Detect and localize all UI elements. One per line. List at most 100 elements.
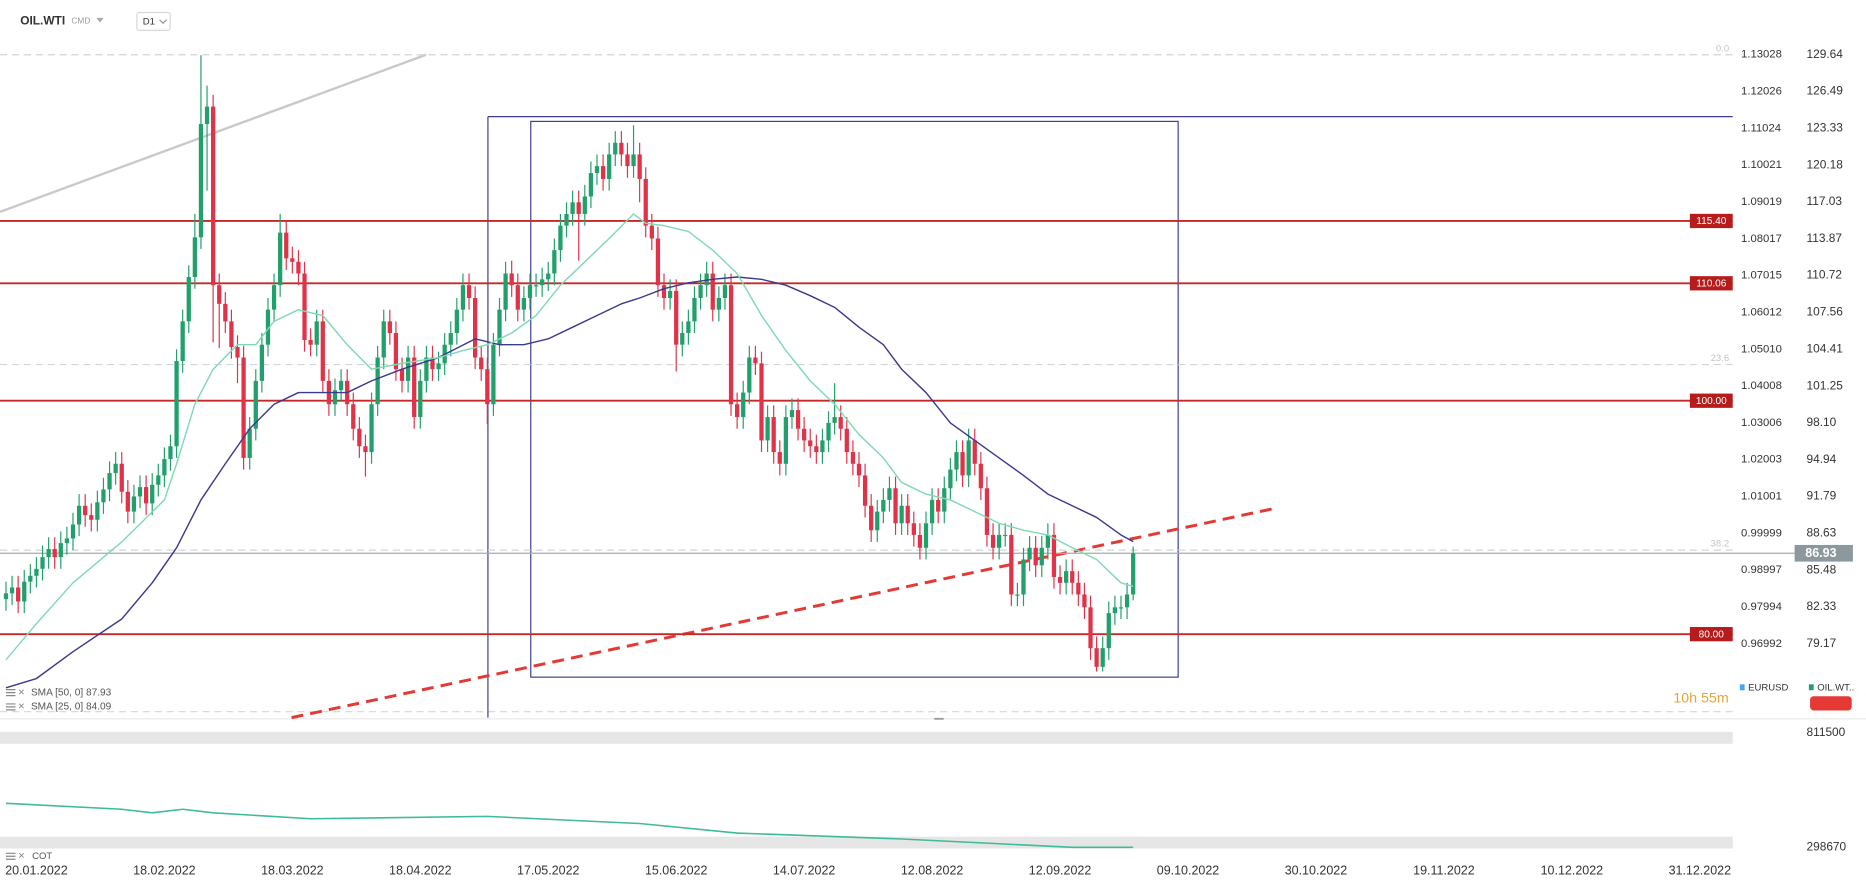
candle-body <box>479 357 484 370</box>
candle-body <box>448 333 453 345</box>
candle-body <box>46 548 51 558</box>
symbol-dropdown[interactable] <box>96 17 104 23</box>
level-label: 80.00 <box>1699 629 1725 640</box>
candle-body <box>430 357 435 370</box>
last-price-label: 86.93 <box>1805 546 1836 560</box>
candle-body <box>667 291 673 299</box>
candle-body <box>533 285 539 287</box>
level-label: 115.40 <box>1696 216 1727 227</box>
y2-tick-label: 0.98997 <box>1741 564 1782 576</box>
candle-body <box>771 417 776 453</box>
legend-icon[interactable] <box>5 703 16 711</box>
candle-body <box>1118 607 1124 609</box>
candle-body <box>856 463 862 476</box>
candle-body <box>607 154 612 179</box>
support-trendline[interactable] <box>291 506 1277 720</box>
y-tick-label: 79.17 <box>1806 636 1836 650</box>
candle-body <box>1070 571 1075 583</box>
y2-tick-label: 0.97994 <box>1741 601 1782 613</box>
candle-body <box>722 285 728 299</box>
x-tick-label: 12.08.2022 <box>901 863 964 877</box>
candle-body <box>229 321 234 348</box>
y-tick-label: 107.56 <box>1806 305 1843 319</box>
candle-body <box>588 173 594 197</box>
candle-body <box>832 417 837 423</box>
candle-body <box>808 440 813 447</box>
candle-body <box>1021 559 1026 595</box>
candle-body <box>893 488 898 524</box>
level-label-box <box>1689 393 1733 408</box>
candle-body <box>28 575 33 582</box>
candle-body <box>1112 607 1118 614</box>
legend-label: SMA [50, 0] 87.93 <box>31 687 112 698</box>
candle-body <box>698 285 703 299</box>
compare-label[interactable]: OIL.WT.. <box>1817 682 1854 693</box>
candle-body <box>1094 648 1099 667</box>
candle-body <box>844 428 849 453</box>
y2-tick-label: 1.08017 <box>1741 233 1782 245</box>
cot-remove[interactable]: ✕ <box>18 850 25 860</box>
candle-body <box>95 502 100 520</box>
y-tick-label: 298670 <box>1806 839 1846 853</box>
candle-body <box>198 124 204 238</box>
candle-body <box>728 285 734 405</box>
candle-body <box>765 417 770 441</box>
candle-body <box>485 369 490 405</box>
compare-label[interactable]: EURUSD <box>1748 682 1788 693</box>
y-tick-label: 85.48 <box>1806 562 1836 576</box>
legend-icon[interactable] <box>5 689 16 697</box>
candle-body <box>1057 576 1063 583</box>
candle-body <box>960 452 965 476</box>
candle-body <box>637 154 642 179</box>
candle-body <box>929 499 935 524</box>
candle-body <box>16 587 21 602</box>
candle-body <box>1027 547 1032 560</box>
candle-body <box>22 581 27 602</box>
y-tick-label: 117.03 <box>1806 194 1842 208</box>
y-tick-label: 98.10 <box>1806 415 1836 429</box>
x-tick-label: 31.12.2022 <box>1669 863 1732 877</box>
candle-body <box>850 452 856 464</box>
candle-body <box>515 285 520 310</box>
range-box[interactable] <box>530 120 1179 678</box>
x-tick-label: 30.10.2022 <box>1285 863 1348 877</box>
candle-body <box>802 428 807 441</box>
level-label-box <box>1689 276 1733 291</box>
candle-body <box>540 279 545 286</box>
candle-body <box>76 505 82 525</box>
candle-body <box>1088 607 1093 649</box>
compare-toggle[interactable] <box>1810 696 1852 711</box>
candle-body <box>253 380 258 429</box>
interval-box[interactable] <box>136 11 171 31</box>
candle-body <box>1003 534 1008 537</box>
level-label-box <box>1689 627 1733 642</box>
y-tick-label: 811500 <box>1806 725 1845 739</box>
candle-body <box>734 404 740 418</box>
legend-label: SMA [25, 0] 84.09 <box>31 702 112 713</box>
symbol[interactable]: OIL.WTI <box>20 14 65 28</box>
sma-line <box>5 213 1134 661</box>
candle-body <box>826 422 831 441</box>
y2-tick-label: 1.03006 <box>1741 417 1782 429</box>
legend-remove[interactable]: ✕ <box>18 687 25 697</box>
candle-body <box>265 309 271 345</box>
x-tick-label: 18.02.2022 <box>133 863 196 877</box>
candle-body <box>576 202 581 214</box>
interval[interactable]: D1 <box>143 17 155 28</box>
candle-body <box>753 357 758 364</box>
candle-body <box>472 298 478 358</box>
y2-tick-label: 1.04008 <box>1741 380 1782 392</box>
cot-icon[interactable] <box>5 852 16 860</box>
candle-body <box>369 404 374 453</box>
x-tick-label: 14.07.2022 <box>773 863 836 877</box>
y-tick-label: 113.87 <box>1806 231 1842 245</box>
candle-body <box>917 534 923 548</box>
candle-body <box>899 505 904 524</box>
legend-remove[interactable]: ✕ <box>18 701 25 711</box>
x-tick-label: 15.06.2022 <box>645 863 708 877</box>
interval-chevron <box>159 19 168 25</box>
candle-body <box>278 232 283 286</box>
candle-body <box>869 505 874 531</box>
